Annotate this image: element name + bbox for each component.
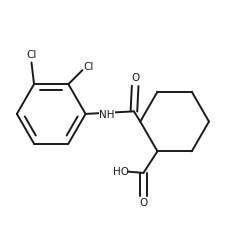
Text: Cl: Cl	[84, 62, 94, 72]
Text: HO: HO	[112, 167, 128, 177]
Text: Cl: Cl	[26, 50, 37, 60]
Text: NH: NH	[100, 110, 115, 120]
Text: O: O	[139, 198, 147, 208]
Text: O: O	[131, 73, 139, 83]
